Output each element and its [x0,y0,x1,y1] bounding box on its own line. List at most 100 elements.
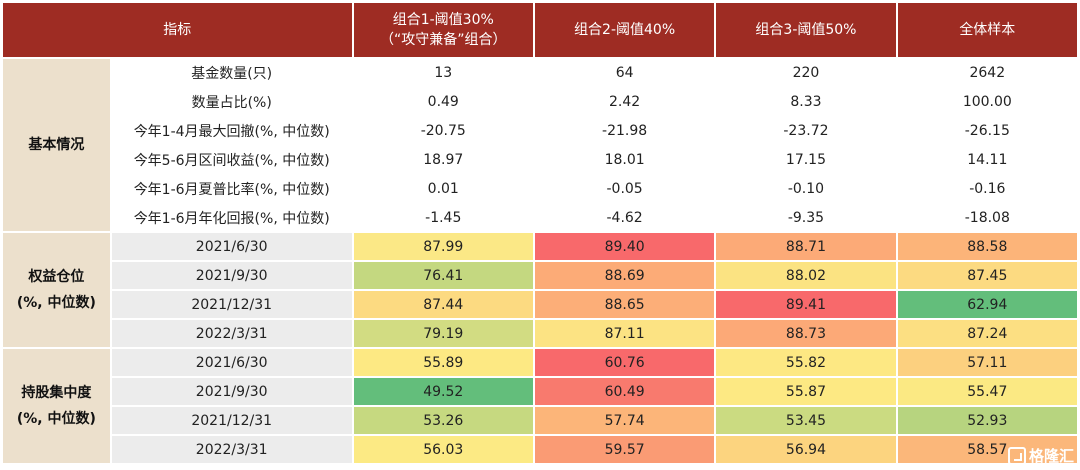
category-cell: 权益仓位 (%, 中位数) [3,233,110,347]
value-cell: 55.47 [897,378,1077,405]
value-cell: 76.41 [353,262,533,289]
table-row: 权益仓位 (%, 中位数) 2021/6/30 87.99 89.40 88.71 88.5… [3,233,1077,347]
value-cell: 55.89 [353,349,533,376]
value-cell: 0.49 [353,88,533,115]
value-cell: 64 [534,59,715,86]
value-cell: 2642 [897,59,1077,86]
row-label: 数量占比(%) [111,88,352,115]
category-label: (%, 中位数) [16,411,96,427]
value-cell: 87.44 [353,291,533,318]
value-cell: 52.93 [897,407,1077,434]
value-cell: 57.11 [897,349,1077,376]
header-portfolio-1-subtitle: （“攻守兼备”组合） [380,32,507,48]
header-portfolio-3: 组合3-阈值50% [716,3,896,57]
table-row: 今年1-6月夏普比率(%, 中位数) 0.01 -0.05 -0.10 -0.16 [3,175,1077,202]
value-cell: 55.87 [716,378,896,405]
value-cell: -0.10 [716,175,896,202]
value-cell: -26.15 [897,117,1077,144]
value-cell: 2.42 [534,88,715,115]
value-cell: -1.45 [353,204,533,231]
header-portfolio-1-title: 组合1-阈值30% [392,12,494,28]
table-row: 数量占比(%) 0.49 2.42 8.33 100.00 [3,88,1077,115]
table-row: 2022/3/31 56.03 59.57 56.94 58.57 [3,436,1077,463]
value-cell: 88.58 [897,233,1077,260]
category-label: (%, 中位数) [16,295,96,311]
row-label: 2021/9/30 [111,262,352,289]
table-row: 今年5-6月区间收益(%, 中位数) 18.97 18.01 17.15 14.11 [3,146,1077,173]
table-body: 基本情况 基金数量(只) 13 64 220 2642 数量占比(%) 0.49 2.42 8.3… [3,59,1077,463]
category-cell: 持股集中度 (%, 中位数) [3,349,110,463]
value-cell: 60.76 [534,349,715,376]
category-label: 权益仓位 [28,269,85,285]
value-cell: -21.98 [534,117,715,144]
value-cell: 88.73 [716,320,896,347]
header-portfolio-1: 组合1-阈值30% （“攻守兼备”组合） [353,3,533,57]
header-indicator: 指标 [3,3,352,57]
value-cell: 220 [716,59,896,86]
table-row: 2021/12/31 87.44 88.65 89.41 62.94 [3,291,1077,318]
value-cell: 17.15 [716,146,896,173]
value-cell: 87.24 [897,320,1077,347]
table-row: 今年1-4月最大回撤(%, 中位数) -20.75 -21.98 -23.72 -26.… [3,117,1077,144]
header-portfolio-2: 组合2-阈值40% [534,3,715,57]
row-label: 2021/9/30 [111,378,352,405]
value-cell: 87.45 [897,262,1077,289]
value-cell: -0.05 [534,175,715,202]
value-cell: 79.19 [353,320,533,347]
value-cell: 59.57 [534,436,715,463]
table-row: 基本情况 基金数量(只) 13 64 220 2642 [3,59,1077,231]
row-label: 今年1-6月年化回报(%, 中位数) [111,204,352,231]
value-cell: 49.52 [353,378,533,405]
value-cell: 89.40 [534,233,715,260]
value-cell: -9.35 [716,204,896,231]
row-label: 2021/6/30 [111,349,352,376]
value-cell: 13 [353,59,533,86]
value-cell: 88.71 [716,233,896,260]
value-cell: 89.41 [716,291,896,318]
value-cell: -23.72 [716,117,896,144]
value-cell: 88.65 [534,291,715,318]
watermark: 格隆汇 [1007,445,1074,466]
table-row: 2021/9/30 76.41 88.69 88.02 87.45 [3,262,1077,289]
row-label: 基金数量(只) [111,59,352,86]
category-label: 基本情况 [28,137,85,153]
value-cell: 62.94 [897,291,1077,318]
header-row: 指标 组合1-阈值30% （“攻守兼备”组合） 组合2-阈值40% 组合3-阈值… [3,3,1077,57]
value-cell: 14.11 [897,146,1077,173]
row-label: 2021/12/31 [111,291,352,318]
category-label: 持股集中度 [21,385,92,401]
value-cell: 88.69 [534,262,715,289]
value-cell: 57.74 [534,407,715,434]
value-cell: 87.99 [353,233,533,260]
value-cell: -20.75 [353,117,533,144]
value-cell: 53.45 [716,407,896,434]
table-row: 2022/3/31 79.19 87.11 88.73 87.24 [3,320,1077,347]
row-label: 2021/12/31 [111,407,352,434]
value-cell: 60.49 [534,378,715,405]
value-cell: -0.16 [897,175,1077,202]
value-cell: 53.26 [353,407,533,434]
row-label: 今年1-4月最大回撤(%, 中位数) [111,117,352,144]
value-cell: 100.00 [897,88,1077,115]
row-label: 2022/3/31 [111,436,352,463]
value-cell: 0.01 [353,175,533,202]
value-cell: 8.33 [716,88,896,115]
value-cell: -18.08 [897,204,1077,231]
table-row: 2021/9/30 49.52 60.49 55.87 55.47 [3,378,1077,405]
logo-icon [1007,446,1026,465]
row-label: 今年1-6月夏普比率(%, 中位数) [111,175,352,202]
table-row: 持股集中度 (%, 中位数) 2021/6/30 55.89 60.76 55.82 57.… [3,349,1077,463]
value-cell: 56.03 [353,436,533,463]
value-cell: 18.97 [353,146,533,173]
value-cell: 18.01 [534,146,715,173]
header-all-samples: 全体样本 [897,3,1077,57]
value-cell: 88.02 [716,262,896,289]
category-cell: 基本情况 [3,59,110,231]
value-cell: 55.82 [716,349,896,376]
table-row: 2021/12/31 53.26 57.74 53.45 52.93 [3,407,1077,434]
row-label: 2021/6/30 [111,233,352,260]
row-label: 2022/3/31 [111,320,352,347]
watermark-text: 格隆汇 [1028,447,1074,465]
value-cell: 87.11 [534,320,715,347]
